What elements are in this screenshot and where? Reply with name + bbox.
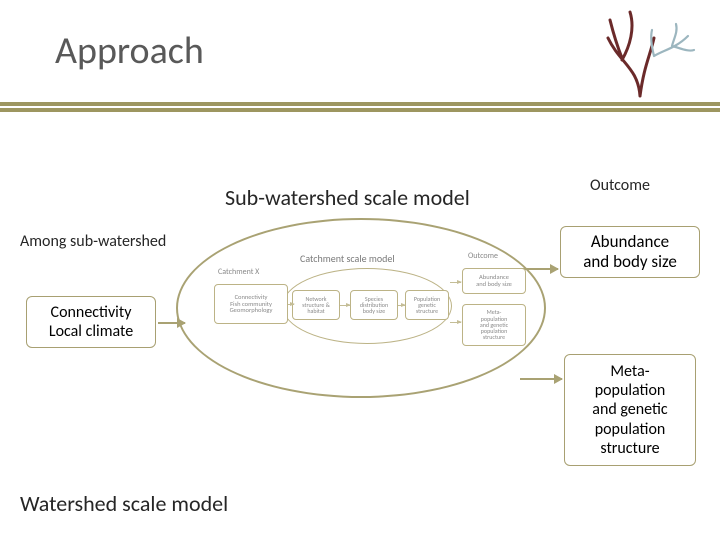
arrow-conn-to-model bbox=[158, 322, 185, 324]
mini-arrow-4 bbox=[450, 282, 461, 283]
mini-out-2: Meta-populationand geneticpopulationstru… bbox=[462, 304, 526, 346]
outcome-label: Outcome bbox=[590, 176, 650, 195]
arrow-to-meta bbox=[520, 378, 562, 380]
metapopulation-node: Meta-populationand geneticpopulationstru… bbox=[564, 354, 696, 466]
mini-arrow-3 bbox=[398, 305, 405, 306]
page-title: Approach bbox=[55, 28, 204, 74]
among-label: Among sub-watershed bbox=[20, 232, 166, 251]
connectivity-node: ConnectivityLocal climate bbox=[26, 296, 156, 348]
mini-arrow-2 bbox=[340, 305, 350, 306]
divider bbox=[0, 102, 720, 112]
mini-outcome: Outcome bbox=[468, 252, 498, 260]
mini-arrow-1 bbox=[288, 304, 294, 305]
mini-left-pill: ConnectivityFish communityGeomorphology bbox=[214, 284, 288, 324]
mini-arrow-5 bbox=[450, 322, 461, 323]
watershed-model-label: Watershed scale model bbox=[20, 490, 228, 517]
mini-catchment-label: Catchment X bbox=[218, 268, 259, 276]
mini-out-1: Abundanceand body size bbox=[462, 268, 526, 294]
mini-node-2: Speciesdistributionbody size bbox=[350, 290, 398, 320]
abundance-node: Abundanceand body size bbox=[560, 226, 700, 278]
mini-node-1: Networkstructure &habitat bbox=[292, 290, 340, 320]
mini-node-3: Populationgeneticstructure bbox=[405, 290, 449, 320]
mini-title: Catchment scale model bbox=[300, 254, 395, 265]
slide: { "title": { "text": "Approach", "fontsi… bbox=[0, 0, 720, 540]
sub-model-label: Sub-watershed scale model bbox=[225, 184, 470, 211]
branching-icon bbox=[580, 8, 700, 98]
